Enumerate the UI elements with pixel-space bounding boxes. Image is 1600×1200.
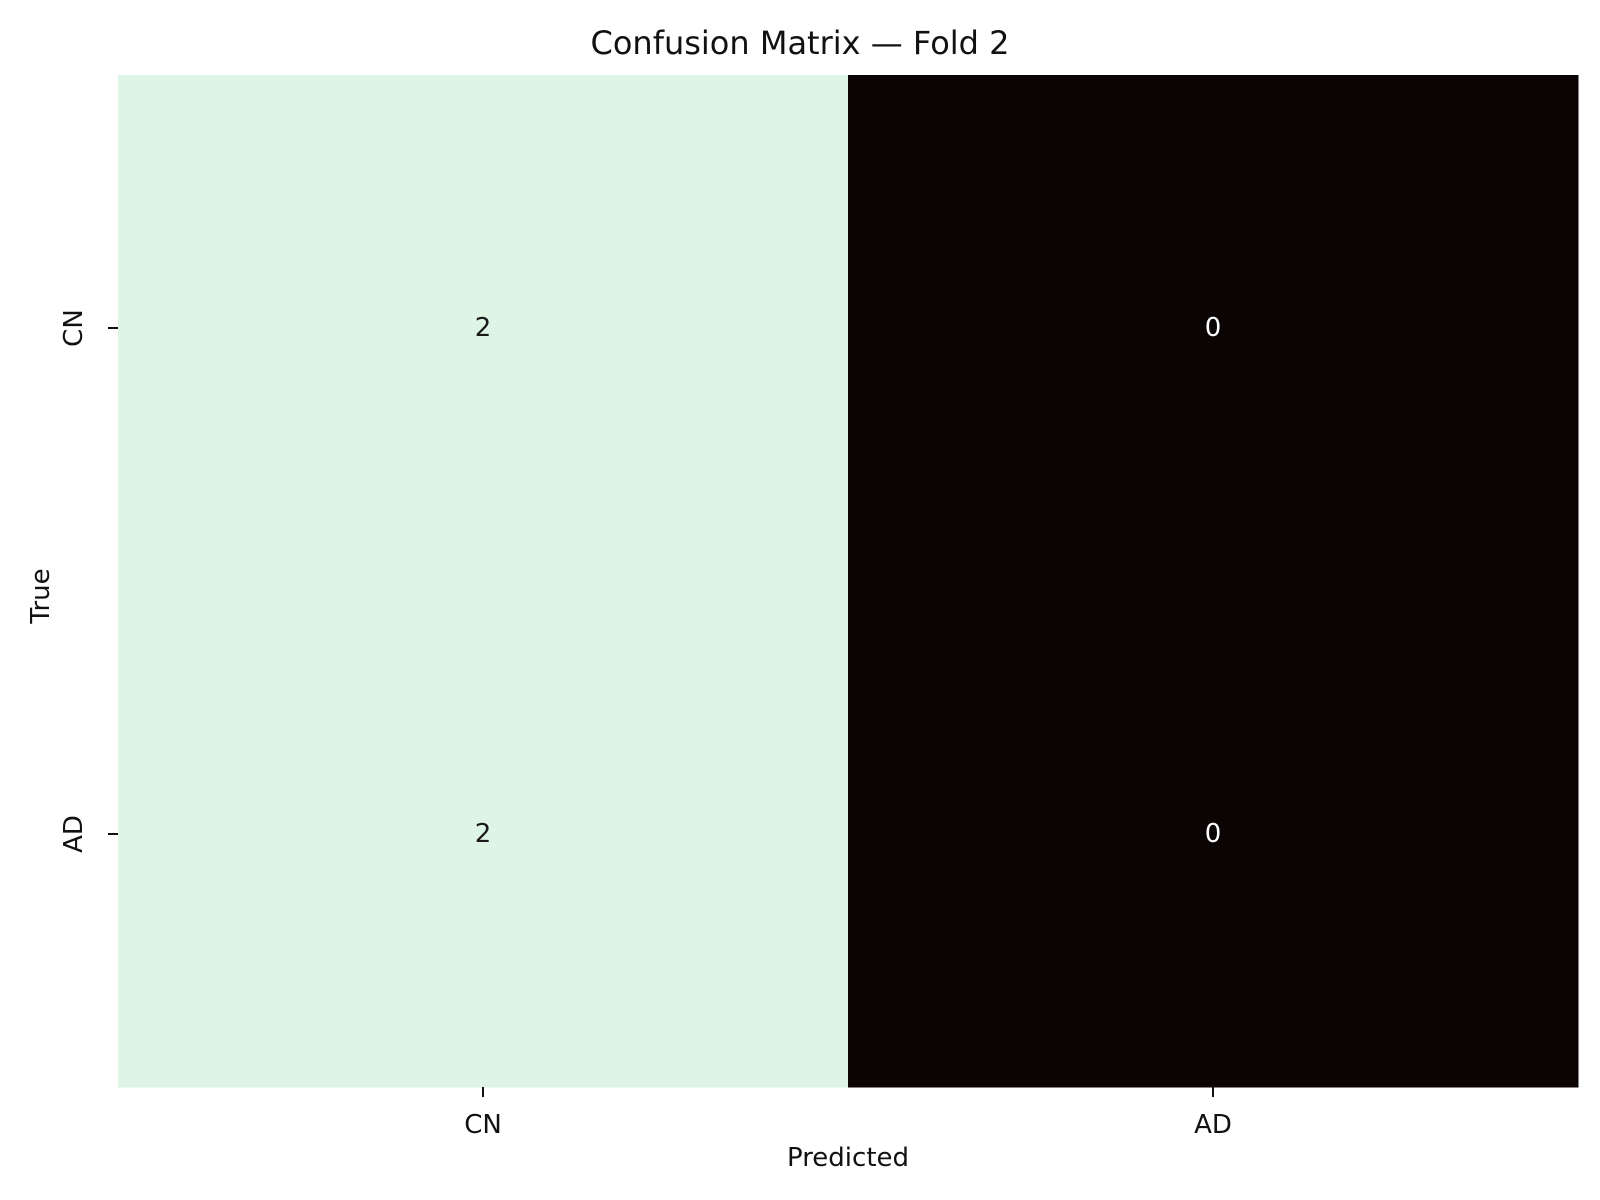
cell-value-label: 2 — [475, 313, 492, 343]
y-tick-label: AD — [59, 815, 89, 853]
y-axis: CN AD — [59, 309, 118, 853]
heatmap-cell-CN-AD — [848, 75, 1579, 582]
x-tick-label: CN — [464, 1110, 502, 1140]
y-axis-label: True — [26, 568, 56, 624]
cell-value-label: 0 — [1205, 313, 1222, 343]
x-axis-label: Predicted — [786, 1143, 910, 1173]
cell-value-label: 2 — [475, 819, 492, 849]
heatmap-cell-CN-CN — [118, 75, 849, 582]
x-tick-label: AD — [1194, 1110, 1232, 1140]
cell-value-label: 0 — [1205, 819, 1222, 849]
heatmap-cell-AD-CN — [118, 581, 849, 1088]
heatmap-cells — [118, 75, 1579, 1088]
x-axis: CN AD — [464, 1087, 1232, 1140]
chart-title: Confusion Matrix — Fold 2 — [590, 24, 1010, 62]
y-tick-label: CN — [59, 309, 89, 347]
cell-annotations: 2 02 0 — [475, 313, 1222, 849]
heatmap-cell-AD-AD — [848, 581, 1579, 1088]
